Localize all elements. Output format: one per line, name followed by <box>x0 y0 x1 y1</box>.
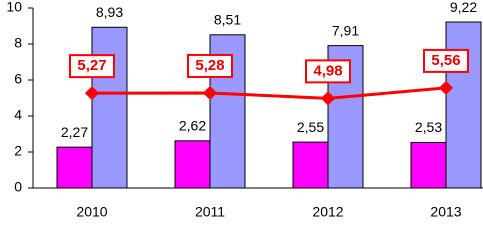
bar-value-label: 7,91 <box>332 22 359 38</box>
y-tick-label: 6 <box>14 71 22 87</box>
bar-value-label: 2,53 <box>415 119 442 135</box>
line-value-label: 5,27 <box>77 57 106 74</box>
bar-value-label: 2,62 <box>179 118 206 134</box>
line-value-label: 4,98 <box>313 62 342 79</box>
label-box <box>187 53 233 78</box>
bar <box>56 146 93 189</box>
x-tick-label: 2012 <box>312 204 343 220</box>
label-box <box>69 54 115 79</box>
line-value-label: 5,28 <box>195 57 224 74</box>
x-tick-label: 2013 <box>430 204 461 220</box>
label-box <box>423 48 469 73</box>
line-marker <box>320 91 336 106</box>
page: {"chart_data": {"type": "bar", "categori… <box>6 0 483 220</box>
y-tick-label: 0 <box>14 179 22 195</box>
y-tick-label: 8 <box>14 35 22 51</box>
bar <box>174 140 211 189</box>
line <box>91 86 447 100</box>
y-tick-label: 2 <box>14 143 22 159</box>
bar-value-label: 9,22 <box>450 0 477 15</box>
chart: 0 2 4 6 8 10 2,27 2,62 2,55 2,53 8,93 8,51 7,91 9,22 5… <box>6 0 483 220</box>
y-tick-label: 4 <box>14 107 22 123</box>
bar <box>445 21 482 189</box>
bar-value-label: 8,93 <box>96 4 123 20</box>
label-box <box>305 59 351 84</box>
line-value-label: 5,56 <box>431 52 460 69</box>
x-tick-label: 2011 <box>195 204 225 220</box>
bar-value-label: 8,51 <box>214 12 241 28</box>
bar <box>292 141 329 189</box>
bar-value-label: 2,55 <box>297 119 324 135</box>
x-tick-label: 2010 <box>76 204 107 220</box>
bar <box>91 26 128 189</box>
y-tick-label: 10 <box>6 0 22 15</box>
line-marker <box>438 80 454 95</box>
bar-value-label: 2,27 <box>61 124 88 140</box>
bar <box>410 141 447 189</box>
